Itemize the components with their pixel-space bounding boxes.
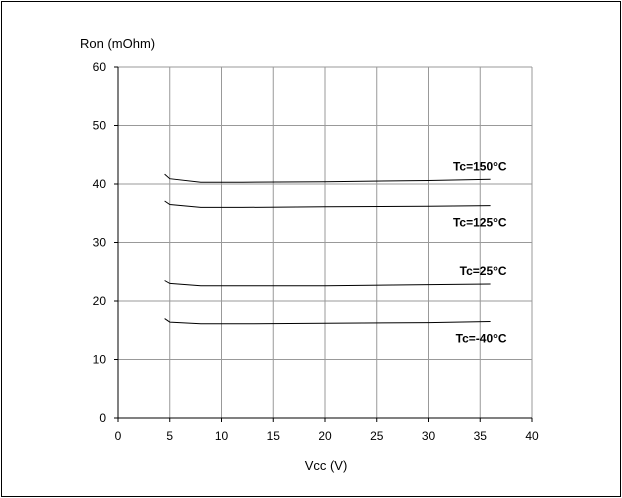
grid bbox=[118, 66, 533, 418]
axes bbox=[114, 66, 533, 422]
x-tick-label: 15 bbox=[267, 429, 281, 443]
y-tick-label: 60 bbox=[93, 60, 107, 74]
series-label: Tc=125°C bbox=[453, 216, 507, 230]
series-label: Tc=-40°C bbox=[456, 331, 507, 345]
x-tick-label: 40 bbox=[525, 429, 539, 443]
tick-labels: 0 5 10 15 20 25 30 35 40 0 10 20 30 40 50 60 bbox=[93, 60, 539, 443]
y-tick-label: 40 bbox=[93, 177, 107, 191]
x-tick-label: 0 bbox=[115, 429, 122, 443]
series-labels: Tc=150°C Tc=125°C Tc=25°C Tc=-40°C bbox=[453, 159, 507, 345]
series-label: Tc=25°C bbox=[460, 264, 507, 278]
y-tick-label: 30 bbox=[93, 236, 107, 250]
series-lines bbox=[164, 173, 491, 325]
y-tick-label: 10 bbox=[93, 353, 107, 367]
y-tick-label: 20 bbox=[93, 294, 107, 308]
y-tick-label: 50 bbox=[93, 119, 107, 133]
series-line bbox=[164, 280, 491, 287]
series-line bbox=[164, 318, 491, 325]
x-tick-label: 30 bbox=[422, 429, 436, 443]
x-tick-label: 20 bbox=[318, 429, 332, 443]
x-tick-label: 10 bbox=[215, 429, 229, 443]
series-line bbox=[164, 173, 491, 183]
x-tick-label: 25 bbox=[370, 429, 384, 443]
x-axis-title: Vcc (V) bbox=[305, 458, 348, 473]
series-line bbox=[164, 200, 491, 208]
x-tick-label: 35 bbox=[474, 429, 488, 443]
y-tick-label: 0 bbox=[99, 411, 106, 425]
y-axis-title: Ron (mOhm) bbox=[80, 36, 155, 51]
x-tick-label: 5 bbox=[166, 429, 173, 443]
series-label: Tc=150°C bbox=[453, 159, 507, 173]
